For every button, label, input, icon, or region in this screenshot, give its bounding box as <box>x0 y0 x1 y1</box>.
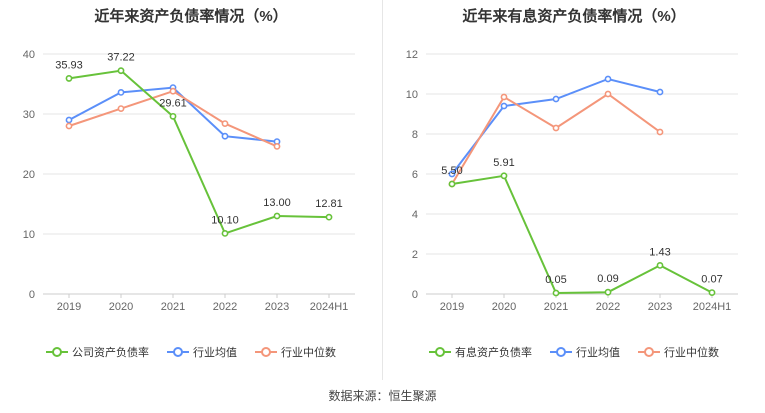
legend-item-industry-median[interactable]: 行业中位数 <box>638 344 719 360</box>
legend-swatch-orange-icon <box>255 347 277 357</box>
data-point-industry_median <box>500 93 508 101</box>
series-line-company <box>451 174 713 295</box>
data-point-industry_avg <box>117 89 125 96</box>
legend-item-industry-avg[interactable]: 行业均值 <box>550 344 620 360</box>
data-point-company <box>117 67 125 75</box>
legend-label: 行业中位数 <box>281 347 336 359</box>
data-source-note: 数据来源：恒生聚源 <box>328 389 437 403</box>
y-tick-label: 0 <box>412 289 418 301</box>
data-point-industry_median <box>221 120 229 127</box>
chart-legend: 公司资产负债率 行业均值 行业中位数 <box>0 344 382 360</box>
x-tick-label: 2021 <box>544 301 568 313</box>
data-point-company <box>65 75 73 82</box>
data-point-company <box>325 213 333 221</box>
data-point-company <box>273 212 281 220</box>
data-label: 29.61 <box>159 97 187 109</box>
data-label: 0.05 <box>545 274 566 286</box>
data-point-industry_avg <box>656 88 664 96</box>
data-label: 5.50 <box>441 165 462 177</box>
y-tick-label: 6 <box>412 169 418 181</box>
x-tick-label: 2022 <box>596 301 620 313</box>
legend-item-industry-median[interactable]: 行业中位数 <box>255 344 336 360</box>
legend-label: 行业均值 <box>193 347 237 359</box>
x-tick-label: 2023 <box>648 301 672 313</box>
y-tick-label: 40 <box>23 49 35 61</box>
y-tick-label: 30 <box>23 109 35 121</box>
data-point-industry_avg <box>448 170 456 178</box>
legend-label: 公司资产负债率 <box>72 347 149 359</box>
data-point-industry_median <box>117 105 125 112</box>
x-tick-label: 2020 <box>109 301 133 313</box>
legend-item-company[interactable]: 公司资产负债率 <box>46 344 149 360</box>
data-point-industry_avg <box>552 95 560 103</box>
legend-item-industry-avg[interactable]: 行业均值 <box>167 344 237 360</box>
data-point-company <box>552 289 560 297</box>
legend-swatch-blue-icon <box>167 347 189 357</box>
chart-title: 近年来资产负债率情况（%） <box>94 8 288 25</box>
data-point-industry_median <box>169 87 177 95</box>
chart-panel-asset-liability: 近年来资产负债率情况（%） 0 10 20 30 40 2019 2020 2021 2022 2… <box>0 0 382 380</box>
series-line-company <box>68 69 330 235</box>
chart-panel-interest-bearing-liability: 近年来有息资产负债率情况（%） 0 2 4 6 8 10 12 2019 2020 2021 202… <box>383 0 765 380</box>
data-point-company <box>448 180 456 188</box>
data-label: 10.10 <box>211 214 239 226</box>
x-tick-label: 2019 <box>57 301 81 313</box>
x-tick-label: 2019 <box>440 301 464 313</box>
panel-divider <box>382 0 383 380</box>
data-point-industry_avg <box>500 102 508 110</box>
line-chart-asset-liability: 0 10 20 30 40 2019 2020 2021 2022 2023 2024H1 35.93… <box>23 49 355 313</box>
data-point-company <box>656 261 664 269</box>
data-point-company <box>221 229 229 237</box>
legend-label: 行业均值 <box>576 347 620 359</box>
data-label: 5.91 <box>493 157 514 169</box>
legend-label: 有息资产负债率 <box>455 347 532 359</box>
data-point-company <box>169 112 177 120</box>
chart-legend: 有息资产负债率 行业均值 行业中位数 <box>383 344 765 360</box>
x-tick-label: 2024H1 <box>310 301 349 313</box>
line-chart-interest-bearing-liability: 0 2 4 6 8 10 12 2019 2020 2021 2022 2023 2024H1 5.50 5… <box>406 49 738 313</box>
data-point-industry_median <box>552 124 560 132</box>
legend-swatch-green-icon <box>46 347 68 357</box>
legend-swatch-orange-icon <box>638 347 660 357</box>
x-tick-label: 2021 <box>161 301 185 313</box>
x-tick-label: 2024H1 <box>693 301 732 313</box>
y-tick-label: 8 <box>412 129 418 141</box>
legend-label: 行业中位数 <box>664 347 719 359</box>
y-tick-label: 10 <box>406 89 418 101</box>
x-tick-label: 2023 <box>265 301 289 313</box>
legend-item-company[interactable]: 有息资产负债率 <box>429 344 532 360</box>
series-line-industry_median <box>451 92 661 185</box>
data-point-industry_avg <box>604 75 612 83</box>
data-point-industry_median <box>273 142 281 150</box>
data-label: 0.09 <box>597 273 618 285</box>
data-label: 12.81 <box>315 198 343 210</box>
data-point-company <box>604 288 612 296</box>
legend-swatch-green-icon <box>429 347 451 357</box>
legend-swatch-blue-icon <box>550 347 572 357</box>
data-point-industry_avg <box>221 132 229 140</box>
data-label: 0.07 <box>701 274 722 286</box>
y-tick-label: 0 <box>29 289 35 301</box>
y-tick-label: 12 <box>406 49 418 61</box>
data-label: 35.93 <box>55 59 83 71</box>
x-tick-label: 2020 <box>492 301 516 313</box>
data-point-industry_median <box>656 128 664 136</box>
data-point-company <box>500 172 508 180</box>
data-label: 37.22 <box>107 52 135 64</box>
data-point-industry_avg <box>65 116 73 124</box>
y-tick-label: 20 <box>23 169 35 181</box>
y-tick-label: 4 <box>412 209 418 221</box>
data-point-industry_median <box>65 122 73 130</box>
data-point-industry_median <box>604 90 612 98</box>
x-tick-label: 2022 <box>213 301 237 313</box>
y-tick-label: 10 <box>23 229 35 241</box>
data-label: 1.43 <box>649 246 670 258</box>
y-tick-label: 2 <box>412 249 418 261</box>
data-label: 13.00 <box>263 197 291 209</box>
data-point-company <box>708 289 716 296</box>
chart-title: 近年来有息资产负债率情况（%） <box>462 8 686 25</box>
